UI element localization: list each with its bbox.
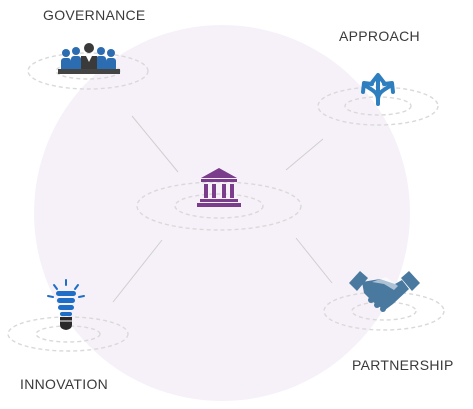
innovation-label: INNOVATION — [20, 376, 109, 392]
connector-innovation — [112, 239, 163, 303]
partnership-label: PARTNERSHIP — [352, 357, 454, 373]
connector-approach — [285, 138, 324, 171]
lightbulb-icon — [47, 279, 85, 330]
connector-governance — [131, 115, 179, 173]
team-meeting-icon — [58, 43, 120, 74]
handshake-icon — [349, 271, 420, 312]
connector-partnership — [295, 237, 333, 284]
innovation-rings — [7, 316, 129, 352]
background-disc — [34, 25, 410, 401]
approach-label: APPROACH — [339, 28, 420, 44]
governance-label: GOVERNANCE — [43, 7, 146, 23]
institution-building-icon — [197, 168, 241, 207]
split-arrows-icon — [361, 73, 395, 106]
